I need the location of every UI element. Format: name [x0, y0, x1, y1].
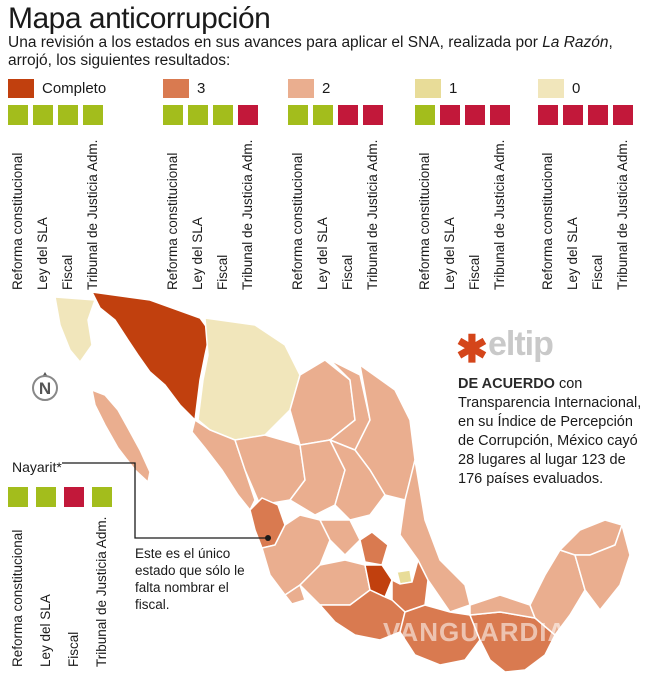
legend-check-3-0: [415, 105, 435, 125]
legend-criterion-0-3: Tribunal de Justicia Adm.: [85, 139, 100, 290]
subtitle-text-1: Una revisión a los estados en sus avance…: [8, 34, 543, 51]
legend-check-3-1: [440, 105, 460, 125]
legend-check-1-1: [188, 105, 208, 125]
nayarit-check-3: [92, 487, 112, 507]
legend-check-1-3: [238, 105, 258, 125]
legend-criterion-1-0: Reforma constitucional: [165, 152, 180, 290]
legend-swatch-1: [163, 79, 189, 98]
legend-check-4-0: [538, 105, 558, 125]
nayarit-callout-line: [62, 462, 268, 539]
legend-check-4-1: [563, 105, 583, 125]
nayarit-criterion-0: Reforma constitucional: [10, 529, 25, 667]
nayarit-check-1: [36, 487, 56, 507]
legend-check-2-0: [288, 105, 308, 125]
state-baja-california-sur: [90, 388, 151, 484]
state-quintana-roo: [574, 522, 631, 612]
legend-label-2: 2: [322, 80, 331, 97]
legend-swatch-3: [415, 79, 441, 98]
nayarit-check-0: [8, 487, 28, 507]
page-title: Mapa anticorrupción: [8, 2, 271, 35]
nayarit-criterion-1: Ley del SLA: [38, 594, 53, 667]
state-baja-california: [54, 296, 97, 364]
tip-logo: eltip: [488, 325, 554, 363]
state-estado-de-mexico: [364, 564, 393, 599]
state-sonora: [90, 291, 211, 422]
mexico-map: [54, 291, 631, 673]
legend-criterion-2-3: Tribunal de Justicia Adm.: [365, 139, 380, 290]
legend-check-0-2: [58, 105, 78, 125]
page-subtitle: Una revisión a los estados en sus avance…: [8, 34, 638, 70]
legend-criterion-4-3: Tribunal de Justicia Adm.: [615, 139, 630, 290]
legend-check-0-3: [83, 105, 103, 125]
legend-swatch-4: [538, 79, 564, 98]
state-san-luis-potosi: [328, 438, 386, 521]
legend-criterion-3-0: Reforma constitucional: [417, 152, 432, 290]
legend-swatch-2: [288, 79, 314, 98]
legend-criterion-0-0: Reforma constitucional: [10, 152, 25, 290]
legend-label-1: 3: [197, 80, 206, 97]
watermark: VANGUARDIA: [383, 617, 568, 647]
tip-star-icon: ✱: [456, 329, 488, 371]
tip-lead: DE ACUERDO: [458, 376, 555, 392]
legend-swatch-0: [8, 79, 34, 98]
legend-check-4-2: [588, 105, 608, 125]
state-chihuahua: [197, 317, 301, 441]
compass-icon: N: [30, 372, 60, 407]
legend-check-2-2: [338, 105, 358, 125]
legend-criterion-2-1: Ley del SLA: [315, 217, 330, 290]
legend-check-3-2: [465, 105, 485, 125]
nayarit-note: Este es el único estado que sólo le falt…: [135, 546, 245, 612]
legend-check-0-0: [8, 105, 28, 125]
legend-check-0-1: [33, 105, 53, 125]
legend-check-1-0: [163, 105, 183, 125]
legend-check-4-3: [613, 105, 633, 125]
nayarit-criterion-3: Tribunal de Justicia Adm.: [94, 516, 109, 667]
subtitle-text-2: , arrojó, los siguientes resultados:: [8, 34, 613, 69]
legend-check-1-2: [213, 105, 233, 125]
legend-criterion-1-1: Ley del SLA: [190, 217, 205, 290]
state-tamaulipas: [354, 363, 416, 501]
legend-criterion-0-1: Ley del SLA: [35, 217, 50, 290]
state-guanajuato: [318, 519, 361, 557]
legend-check-2-3: [363, 105, 383, 125]
legend-criterion-3-3: Tribunal de Justicia Adm.: [492, 139, 507, 290]
legend-check-2-1: [313, 105, 333, 125]
state-hidalgo: [359, 531, 389, 566]
nayarit-callout-dot: [265, 535, 271, 541]
nayarit-check-2: [64, 487, 84, 507]
nayarit-label: Nayarit*: [12, 459, 62, 475]
legend-criterion-4-0: Reforma constitucional: [540, 152, 555, 290]
compass-letter: N: [39, 379, 51, 398]
state-colima: [283, 583, 306, 605]
legend-criterion-2-0: Reforma constitucional: [290, 152, 305, 290]
tip-body: con Transparencia Internacional, en su Í…: [458, 376, 642, 487]
legend-check-3-3: [490, 105, 510, 125]
legend-criterion-4-1: Ley del SLA: [565, 217, 580, 290]
nayarit-criterion-2: Fiscal: [66, 631, 81, 667]
legend-label-3: 1: [449, 80, 458, 97]
subtitle-italic: La Razón: [542, 34, 609, 51]
legend-criterion-1-3: Tribunal de Justicia Adm.: [240, 139, 255, 290]
legend-criterion-3-1: Ley del SLA: [442, 217, 457, 290]
legend-label-0: Completo: [42, 80, 107, 97]
tip-text: DE ACUERDO con Transparencia Internacion…: [458, 375, 648, 489]
legend-label-4: 0: [572, 80, 581, 97]
